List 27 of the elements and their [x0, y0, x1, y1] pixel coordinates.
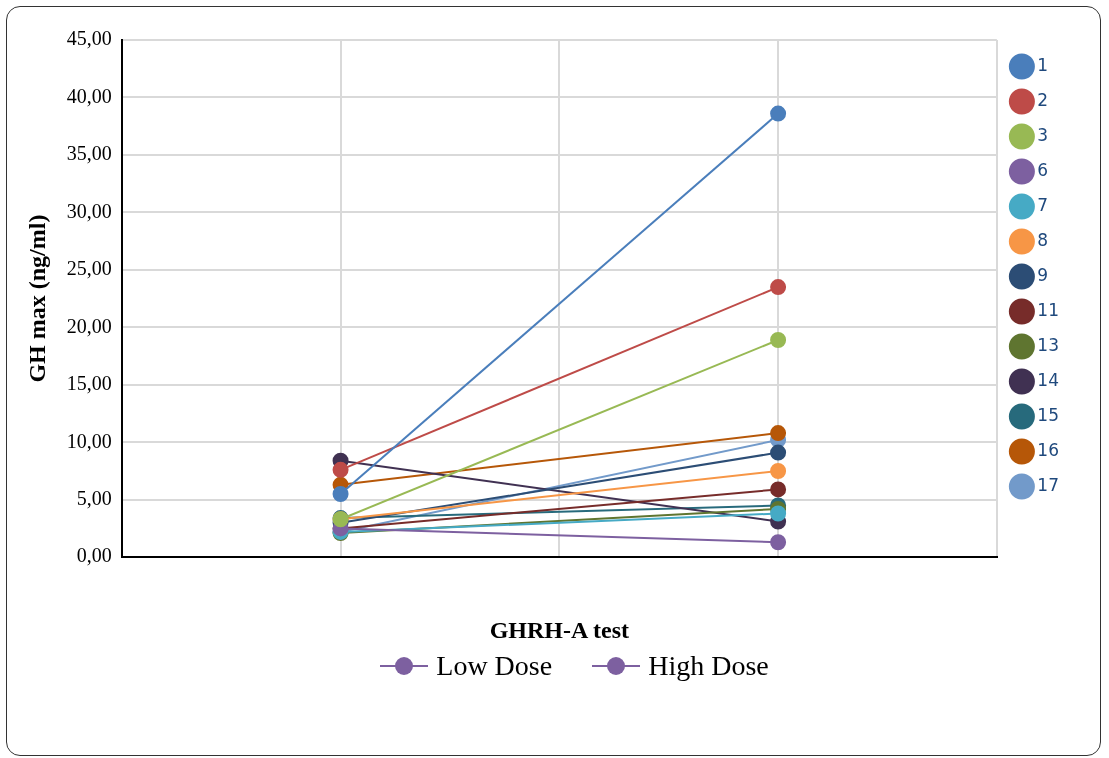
legend-label: 9 — [1037, 264, 1049, 285]
legend-label: 2 — [1037, 89, 1049, 110]
legend-label: 6 — [1037, 159, 1049, 180]
legend-label: 13 — [1037, 334, 1060, 355]
text: High Dose — [648, 650, 769, 682]
text: Low Dose — [436, 650, 553, 682]
legend-label: 17 — [1037, 474, 1060, 495]
y-tick-label: 0,00 — [76, 544, 112, 567]
legend-label: 1 — [1037, 54, 1049, 75]
legend-label: 8 — [1037, 229, 1049, 250]
y-tick-label: 10,00 — [66, 429, 112, 452]
y-axis-title: GH max (ng/ml) — [23, 214, 50, 383]
y-tick-label: 35,00 — [66, 142, 112, 165]
legend-label: 7 — [1037, 194, 1049, 215]
y-tick-label: 25,00 — [66, 257, 112, 280]
legend-label: 11 — [1037, 299, 1060, 320]
y-tick-label: 20,00 — [66, 314, 112, 337]
x-axis-title: GHRH-A test — [489, 616, 629, 643]
y-tick-label: 45,00 — [66, 27, 112, 50]
y-tick-label: 15,00 — [66, 372, 112, 395]
legend-label: 3 — [1037, 124, 1049, 145]
y-tick-label: 40,00 — [66, 84, 112, 107]
legend-label: 16 — [1037, 439, 1060, 460]
legend-label: 14 — [1037, 369, 1060, 390]
y-tick-label: 30,00 — [66, 199, 112, 222]
legend-label: 15 — [1037, 404, 1060, 425]
y-tick-label: 5,00 — [76, 486, 112, 509]
